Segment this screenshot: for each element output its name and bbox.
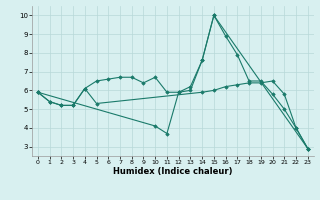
X-axis label: Humidex (Indice chaleur): Humidex (Indice chaleur)	[113, 167, 233, 176]
